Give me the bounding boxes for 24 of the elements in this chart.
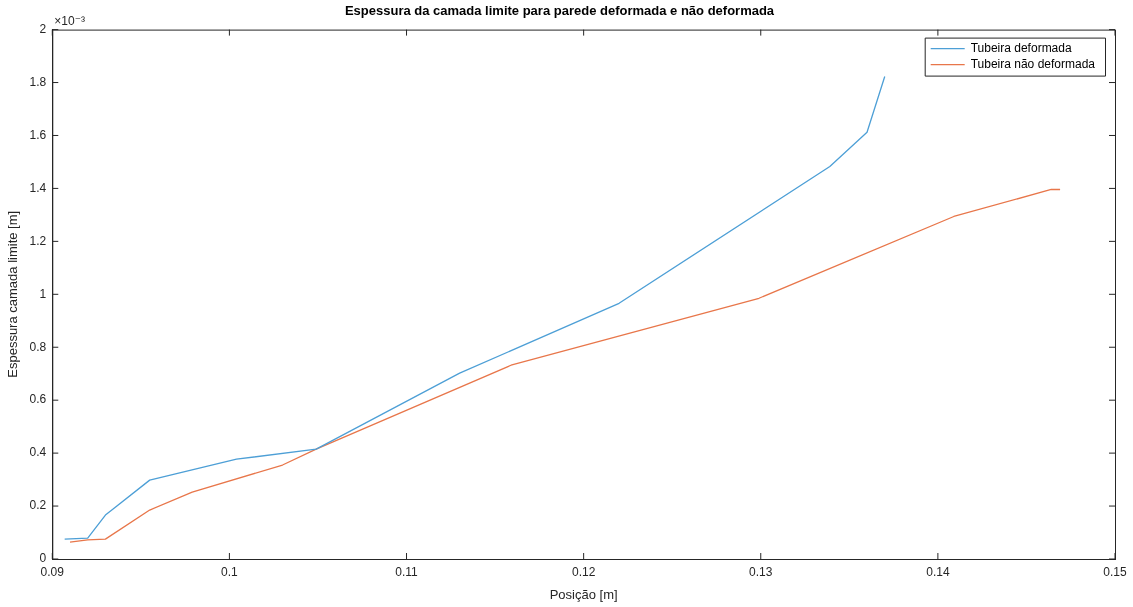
y-tick-label: 0 — [39, 551, 47, 566]
y-tick-label: 0.8 — [29, 339, 47, 354]
y-tick-label: 0.2 — [29, 498, 47, 513]
x-tick-label: 0.14 — [926, 564, 950, 579]
legend-label: Tubeira deformada — [970, 40, 1072, 55]
y-tick-label: 1.8 — [29, 74, 47, 89]
y-tick-label: 0.6 — [29, 392, 47, 407]
legend-label: Tubeira não deformada — [970, 56, 1096, 71]
x-axis-title: Posição [m] — [549, 586, 618, 602]
y-tick-label: 1.6 — [29, 127, 47, 142]
text: ×10⁻³ — [54, 13, 85, 28]
y-tick-label: 1.2 — [29, 233, 47, 248]
y-axis-title: Espessura camada limite [m] — [5, 210, 21, 378]
chart-title: Espessura da camada limite para parede deformada e não deformada — [344, 3, 775, 19]
x-tick-label: 0.11 — [395, 564, 419, 579]
x-tick-label: 0.1 — [221, 564, 239, 579]
y-tick-label: 1 — [39, 286, 47, 301]
y-tick-label: 0.4 — [29, 445, 47, 460]
y-tick-label: 2 — [39, 21, 47, 36]
x-tick-label: 0.12 — [571, 564, 596, 579]
x-tick-label: 0.13 — [749, 564, 773, 579]
y-tick-label: 1.4 — [29, 180, 47, 195]
x-tick-label: 0.09 — [40, 564, 65, 579]
x-tick-label: 0.15 — [1103, 564, 1127, 579]
